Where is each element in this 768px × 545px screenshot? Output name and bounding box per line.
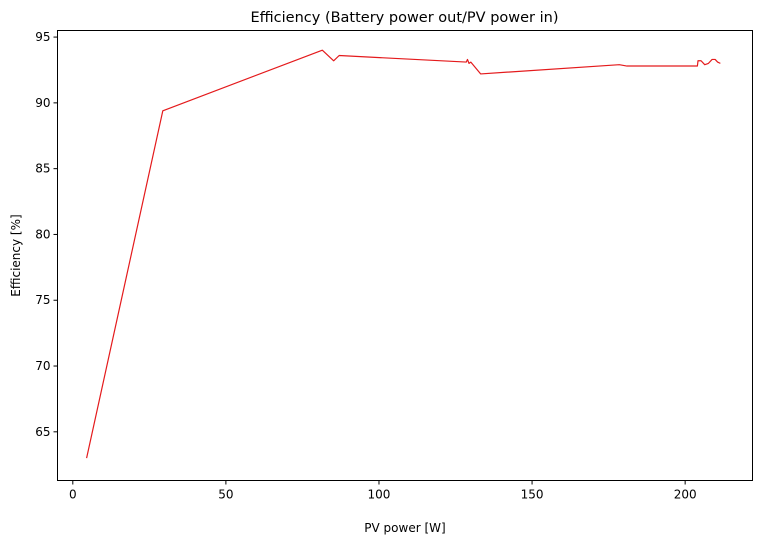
y-tick-label: 65 [35, 425, 50, 439]
x-tick-label: 100 [368, 488, 391, 502]
x-tick-label: 0 [69, 488, 77, 502]
x-tick-label: 50 [218, 488, 233, 502]
series-layer [86, 49, 721, 459]
y-tick-label: 95 [35, 30, 50, 44]
x-tick-label: 200 [674, 488, 697, 502]
y-tick-label: 80 [35, 227, 50, 241]
y-axis-label: Efficiency [%] [9, 214, 23, 296]
chart-title: Efficiency (Battery power out/PV power i… [250, 10, 558, 26]
plot-area [57, 30, 753, 481]
y-tick-label: 90 [35, 96, 50, 110]
y-axis-ticks: 65 70 75 80 85 90 95 [35, 30, 58, 439]
plot-frame [57, 30, 753, 481]
y-tick-label: 85 [35, 162, 50, 176]
x-axis-label: PV power [W] [364, 521, 445, 535]
y-tick-label: 70 [35, 359, 50, 373]
series-line-0 [86, 49, 721, 459]
y-tick-label: 75 [35, 293, 50, 307]
x-axis-ticks: 0 50 100 150 200 [69, 480, 697, 502]
x-tick-label: 150 [521, 488, 544, 502]
